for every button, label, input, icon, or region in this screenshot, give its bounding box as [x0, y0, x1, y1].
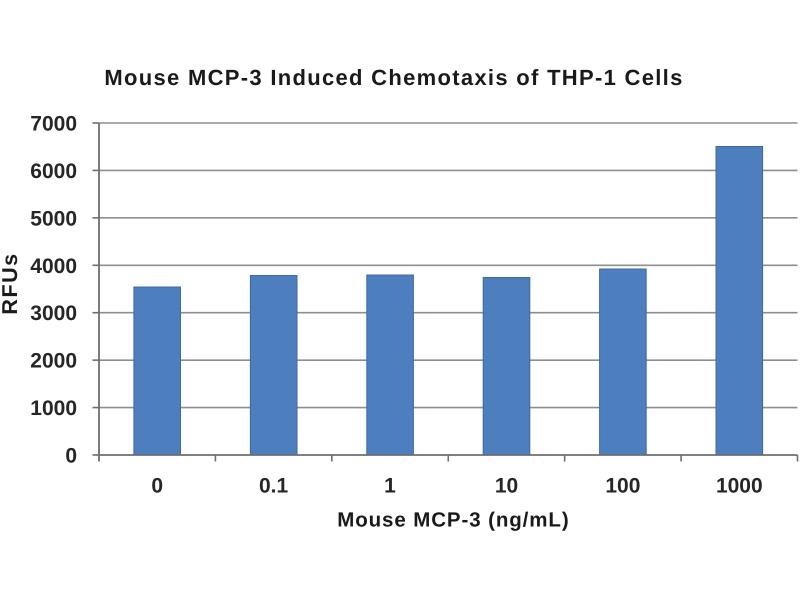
svg-text:5000: 5000 — [30, 207, 77, 230]
svg-text:2000: 2000 — [30, 350, 77, 373]
svg-text:Mouse MCP-3 Induced Chemotaxis: Mouse MCP-3 Induced Chemotaxis of THP-1 … — [104, 65, 683, 90]
svg-text:1000: 1000 — [30, 397, 77, 420]
svg-text:100: 100 — [605, 475, 640, 498]
svg-text:Mouse MCP-3 (ng/mL): Mouse MCP-3 (ng/mL) — [337, 509, 569, 532]
svg-text:0: 0 — [65, 445, 77, 468]
svg-text:0: 0 — [151, 475, 163, 498]
svg-text:0.1: 0.1 — [259, 475, 289, 498]
svg-text:10: 10 — [495, 475, 518, 498]
svg-text:1: 1 — [384, 475, 396, 498]
svg-text:RFUs: RFUs — [0, 252, 22, 314]
svg-text:3000: 3000 — [30, 302, 77, 325]
svg-text:6000: 6000 — [30, 160, 77, 183]
svg-text:4000: 4000 — [30, 255, 77, 278]
svg-text:7000: 7000 — [30, 113, 77, 136]
svg-text:1000: 1000 — [716, 475, 763, 498]
